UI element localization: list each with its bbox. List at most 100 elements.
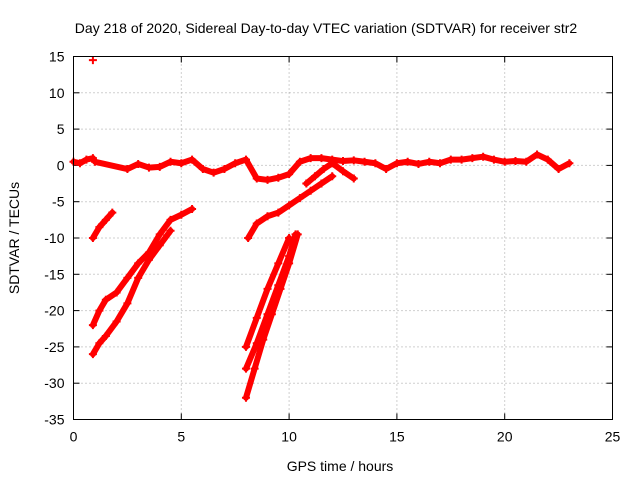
x-tick-label: 0	[70, 429, 78, 445]
data-point	[244, 234, 253, 242]
grid-layer	[73, 56, 613, 420]
data-point	[339, 167, 347, 176]
data-point	[177, 159, 186, 168]
data-point	[533, 150, 542, 159]
series-outlier	[88, 56, 97, 65]
y-tick-label: -30	[44, 375, 64, 391]
data-point	[188, 204, 197, 213]
data-point	[252, 219, 261, 228]
data-point	[259, 335, 268, 344]
data-point	[198, 165, 207, 174]
data-point	[479, 152, 488, 161]
data-point	[317, 179, 326, 188]
data-point	[360, 157, 369, 166]
data-point	[371, 159, 380, 168]
data-point	[328, 172, 337, 181]
data-point	[75, 159, 84, 168]
data-point	[295, 194, 304, 203]
data-point	[285, 201, 294, 210]
data-point	[123, 165, 132, 174]
tick-layer: 0 5 10 15 20 25 -35 -30 -25 -20 -15 -10 -5 0 5 10 15	[44, 49, 620, 445]
data-point	[274, 208, 283, 217]
data-point	[88, 321, 97, 330]
data-point	[306, 154, 315, 163]
series-track-g	[241, 230, 302, 402]
data-point	[101, 332, 110, 341]
data-point	[250, 364, 259, 373]
y-tick-label: -10	[44, 230, 64, 246]
y-tick-label: 10	[49, 85, 65, 101]
data-point	[349, 156, 358, 165]
data-point	[522, 157, 531, 166]
data-point	[554, 165, 563, 174]
data-point	[95, 306, 104, 315]
data-point	[123, 299, 132, 308]
data-point	[339, 157, 347, 166]
y-tick-label: 5	[57, 121, 65, 137]
y-tick-label: 0	[57, 157, 65, 173]
x-axis-label: GPS time / hours	[287, 458, 394, 474]
x-tick-label: 20	[497, 429, 513, 445]
y-tick-label: 15	[49, 49, 65, 65]
data-point	[403, 157, 412, 166]
y-tick-label: -25	[44, 339, 64, 355]
data-point	[88, 350, 97, 359]
data-point	[155, 162, 164, 171]
data-point	[263, 212, 272, 221]
data-point	[166, 215, 175, 224]
data-point	[252, 313, 261, 322]
data-point	[95, 223, 104, 232]
data-point	[285, 170, 294, 179]
data-point	[241, 155, 250, 164]
data-point	[134, 259, 143, 268]
data-point	[209, 168, 218, 177]
data-point	[112, 288, 121, 297]
series-track-a	[88, 208, 117, 242]
data-point	[144, 255, 153, 264]
data-point	[274, 259, 283, 268]
data-point	[319, 165, 328, 174]
data-point	[302, 179, 311, 188]
y-tick-label: -20	[44, 303, 64, 319]
data-point	[123, 273, 132, 282]
data-point	[220, 165, 229, 174]
data-point	[88, 56, 97, 65]
data-point	[188, 155, 197, 164]
data-point	[274, 173, 283, 182]
y-axis-label: SDTVAR / TECUs	[6, 182, 22, 294]
series-track-b	[88, 204, 197, 330]
series-main-band	[69, 150, 574, 184]
x-tick-label: 25	[605, 429, 621, 445]
data-point	[91, 157, 100, 166]
series-track-h	[302, 159, 358, 188]
data-point	[252, 174, 261, 183]
data-point	[295, 157, 304, 166]
data-point	[88, 234, 97, 242]
data-point	[392, 159, 401, 168]
x-tick-label: 15	[389, 429, 405, 445]
data-point	[328, 159, 337, 168]
data-point	[263, 284, 272, 293]
data-point	[155, 230, 164, 239]
data-point	[457, 155, 466, 164]
series-track-c	[88, 226, 175, 359]
data-point	[285, 259, 294, 268]
data-point	[382, 165, 391, 174]
data-point	[241, 393, 250, 402]
data-layer	[69, 56, 574, 402]
data-point	[310, 172, 319, 181]
data-point	[144, 163, 153, 172]
data-point	[166, 157, 175, 166]
series-track-e	[241, 234, 294, 351]
data-point	[177, 210, 186, 219]
data-point	[267, 310, 276, 319]
data-point	[565, 159, 574, 168]
data-point	[155, 241, 164, 250]
data-point	[436, 159, 445, 168]
series-trace	[303, 160, 357, 187]
data-point	[263, 175, 272, 184]
data-point	[414, 159, 423, 168]
series-trace	[89, 209, 116, 241]
data-point	[101, 295, 110, 304]
